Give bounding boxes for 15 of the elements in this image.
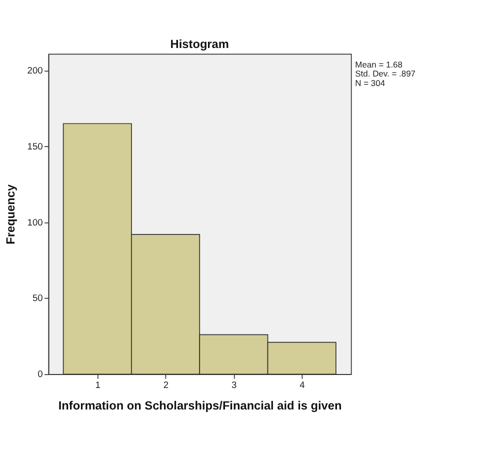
x-tick-label: 2: [163, 380, 169, 390]
chart-title: Histogram: [170, 36, 229, 51]
text: N = 304: [355, 78, 386, 88]
y-tick-label: 100: [27, 217, 43, 228]
text: Std. Dev. = .897: [355, 68, 416, 79]
x-tick-label: 1: [95, 380, 100, 390]
y-tick-label: 150: [27, 141, 43, 152]
y-axis-title: Frequency: [4, 184, 18, 244]
x-axis-title: Information on Scholarships/Financial aid is given: [58, 398, 342, 412]
y-tick-label: 200: [27, 65, 43, 76]
x-tick-label: 4: [300, 380, 305, 390]
x-tick-label: 3: [232, 380, 237, 390]
y-tick-label: 0: [38, 369, 43, 380]
y-tick-label: 50: [32, 293, 43, 304]
text: Mean = 1.68: [355, 59, 403, 70]
